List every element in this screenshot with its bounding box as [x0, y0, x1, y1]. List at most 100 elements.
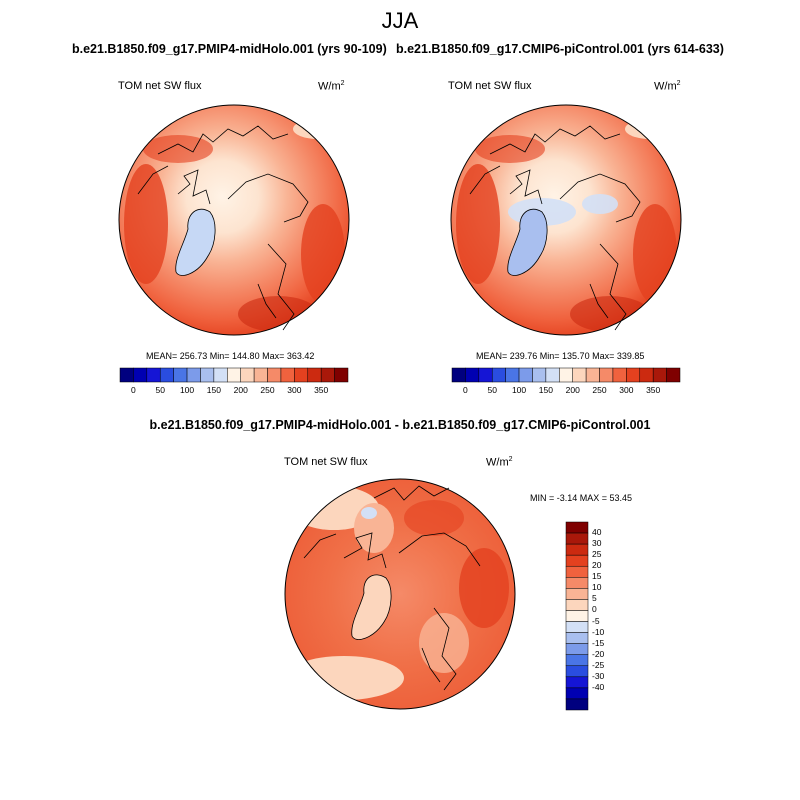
- colorbar-swatch: [565, 676, 589, 689]
- diff-stats: MIN = -3.14 MAX = 53.45: [530, 493, 633, 503]
- colorbar-tick-label: 100: [179, 385, 195, 395]
- colorbar-swatch: [532, 367, 547, 383]
- colorbar-swatch: [478, 367, 493, 383]
- colorbar-tick-label: 250: [260, 385, 275, 395]
- colorbar-tick-label: -15: [592, 637, 605, 648]
- colorbar-swatch: [599, 367, 614, 383]
- colorbar-swatch: [639, 367, 654, 383]
- colorbar-tick-label: 200: [565, 385, 580, 395]
- colorbar-swatch: [652, 367, 667, 383]
- colorbar-swatch: [307, 367, 322, 383]
- colorbar-swatch: [491, 367, 506, 383]
- colorbar-tick-label: 50: [155, 385, 165, 395]
- diff-units-label: W/m2: [486, 456, 513, 469]
- colorbar-swatch: [267, 367, 282, 383]
- colorbar-swatch: [565, 654, 589, 667]
- colorbar-swatch: [518, 367, 533, 383]
- diff-variable-label: TOM net SW flux: [284, 456, 368, 468]
- colorbar-swatch: [294, 367, 309, 383]
- colorbar-swatch: [626, 367, 641, 383]
- colorbar-swatch: [253, 367, 268, 383]
- colorbar-swatch: [565, 565, 589, 578]
- colorbar-swatch: [565, 532, 589, 545]
- colorbar-swatch: [545, 367, 560, 383]
- left-colorbar-labels: 0 50 100 150 200 250 300 350: [120, 385, 348, 397]
- colorbar-tick-label: 300: [619, 385, 634, 395]
- colorbar-swatch: [565, 610, 589, 622]
- season-title: JJA: [381, 8, 419, 33]
- colorbar-swatch: [565, 588, 589, 600]
- colorbar-tick-label: 25: [592, 549, 602, 560]
- colorbar-swatch: [200, 367, 215, 383]
- colorbar-swatch: [565, 577, 589, 589]
- colorbar-swatch: [186, 367, 201, 383]
- colorbar-swatch: [565, 521, 589, 534]
- left-units-label: W/m2: [318, 80, 345, 93]
- colorbar-swatch: [565, 621, 589, 633]
- colorbar-tick-label: 250: [592, 385, 607, 395]
- colorbar-swatch: [565, 643, 589, 655]
- colorbar-swatch: [280, 367, 295, 383]
- colorbar-swatch: [451, 367, 466, 383]
- colorbar-swatch: [612, 367, 627, 383]
- colorbar-swatch: [565, 543, 589, 556]
- diff-colorbar: [565, 521, 589, 711]
- colorbar-swatch: [227, 367, 241, 383]
- colorbar-swatch: [240, 367, 255, 383]
- right-polar-map: [450, 104, 682, 336]
- left-stats: MEAN= 256.73 Min= 144.80 Max= 363.42: [146, 351, 315, 361]
- colorbar-tick-label: -30: [592, 670, 605, 681]
- colorbar-tick-label: 100: [511, 385, 527, 395]
- left-panel-title: b.e21.B1850.f09_g17.PMIP4-midHolo.001 (y…: [72, 42, 387, 56]
- colorbar-swatch: [565, 687, 589, 700]
- colorbar-tick-label: 15: [592, 571, 602, 582]
- diff-colorbar-labels: 40 30 25 20 15 10 5 0 -5 -10 -15 -20 -25 -30 -40: [592, 522, 622, 710]
- colorbar-tick-label: 0: [592, 604, 597, 615]
- right-variable-label: TOM net SW flux: [448, 80, 532, 92]
- colorbar-swatch: [213, 367, 228, 383]
- colorbar-swatch: [159, 367, 174, 383]
- colorbar-tick-label: 50: [487, 385, 497, 395]
- colorbar-tick-label: 5: [592, 593, 597, 604]
- colorbar-tick-label: 40: [592, 527, 602, 538]
- right-colorbar: [451, 367, 681, 383]
- colorbar-swatch: [572, 367, 587, 383]
- colorbar-tick-label: 20: [592, 560, 602, 571]
- colorbar-tick-label: 350: [314, 385, 329, 395]
- colorbar-tick-label: 0: [131, 385, 136, 395]
- colorbar-swatch: [565, 665, 589, 678]
- colorbar-tick-label: -5: [592, 615, 600, 626]
- colorbar-swatch: [565, 599, 589, 611]
- greenland-diff: [351, 574, 392, 640]
- colorbar-swatch: [133, 367, 148, 383]
- colorbar-swatch: [565, 698, 589, 711]
- colorbar-swatch: [146, 367, 161, 383]
- colorbar-swatch: [666, 367, 681, 383]
- right-units-label: W/m2: [654, 80, 681, 93]
- left-colorbar: [119, 367, 349, 383]
- colorbar-tick-label: 30: [592, 538, 602, 549]
- left-polar-map: [118, 104, 350, 336]
- colorbar-swatch: [173, 367, 188, 383]
- greenland-ice-left: [175, 208, 216, 276]
- greenland-ice-right: [507, 208, 548, 276]
- right-colorbar-labels: 0 50 100 150 200 250 300 350: [452, 385, 680, 397]
- colorbar-tick-label: 200: [233, 385, 248, 395]
- colorbar-tick-label: 300: [287, 385, 302, 395]
- colorbar-tick-label: -25: [592, 659, 605, 670]
- diff-panel-title: b.e21.B1850.f09_g17.PMIP4-midHolo.001 - …: [149, 418, 651, 432]
- left-variable-label: TOM net SW flux: [118, 80, 202, 92]
- colorbar-swatch: [565, 632, 589, 644]
- colorbar-tick-label: 350: [646, 385, 661, 395]
- right-stats: MEAN= 239.76 Min= 135.70 Max= 339.85: [476, 351, 645, 361]
- colorbar-swatch: [585, 367, 600, 383]
- colorbar-tick-label: 150: [538, 385, 553, 395]
- colorbar-tick-label: -10: [592, 626, 605, 637]
- colorbar-tick-label: -40: [592, 681, 605, 692]
- colorbar-tick-label: -20: [592, 648, 605, 659]
- colorbar-swatch: [565, 554, 589, 567]
- colorbar-swatch: [465, 367, 480, 383]
- colorbar-swatch: [559, 367, 573, 383]
- colorbar-tick-label: 10: [592, 582, 602, 593]
- colorbar-swatch: [505, 367, 520, 383]
